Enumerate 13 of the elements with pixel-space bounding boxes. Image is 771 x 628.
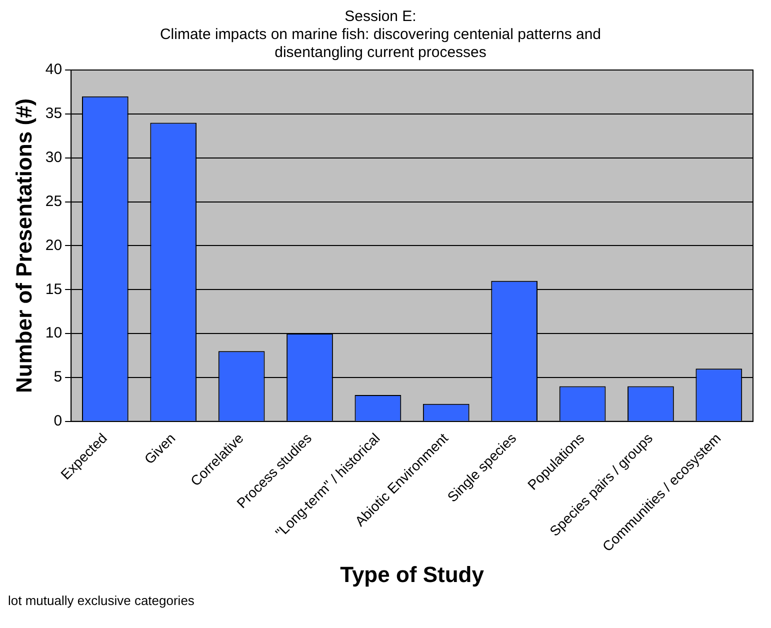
y-tick-label: 40 bbox=[45, 61, 62, 78]
chart-title: Session E: Climate impacts on marine fish: discovering centenial patterns and disentangling current processes bbox=[160, 8, 602, 62]
y-tick-label: 35 bbox=[45, 105, 62, 122]
y-tick-label: 25 bbox=[45, 192, 62, 210]
text: lot mutually exclusive categories bbox=[8, 593, 196, 608]
y-tick-label: 20 bbox=[45, 236, 62, 254]
y-tick-label: 30 bbox=[45, 148, 62, 166]
y-tick-label: 5 bbox=[54, 368, 62, 386]
x-axis-title: Type of Study bbox=[340, 562, 485, 587]
y-tick-label: 10 bbox=[45, 324, 62, 342]
y-tick-label: 15 bbox=[45, 280, 62, 298]
y-axis-title: Number of Presentations (#) bbox=[11, 98, 36, 393]
y-tick-label: 0 bbox=[54, 412, 62, 430]
